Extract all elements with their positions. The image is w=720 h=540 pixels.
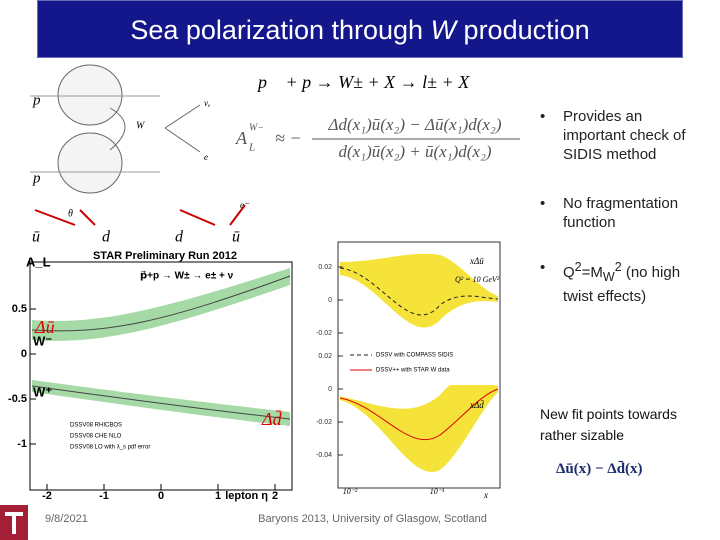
theory-band: [32, 268, 290, 341]
label: e⁻: [240, 200, 250, 210]
bullet: No fragmentation function: [540, 194, 700, 232]
x-tick-label: -2: [42, 490, 52, 502]
channel: W⁺: [33, 384, 52, 399]
w-diagram: [30, 64, 246, 226]
label: d: [102, 229, 111, 246]
star-plot: [29, 261, 293, 491]
y-tick-label: -0.04: [316, 452, 332, 459]
proton-blob: [57, 132, 123, 194]
x-tick-label: 10⁻¹: [430, 487, 445, 496]
legend-entry: DSSV08 LO with λ_s pdf error: [70, 445, 150, 451]
label: p: [32, 170, 41, 186]
label: e: [204, 152, 208, 162]
label: ū: [232, 229, 240, 246]
formula-sub: L: [248, 142, 255, 154]
panel-label: xΔd̄: [469, 400, 484, 410]
bullet-text: =M: [581, 264, 603, 281]
y-tick-label: 0.02: [318, 353, 332, 360]
label: νₑ: [204, 98, 211, 108]
reaction: p⃗ + p → W± + X → l± + X: [256, 72, 470, 92]
sup: 2: [614, 260, 622, 274]
formula-sup: W−: [249, 122, 264, 133]
title-bar: Sea polarization through W production: [37, 0, 683, 58]
y-tick-label: 0.5: [12, 303, 27, 315]
x-tick-label: -1: [99, 490, 109, 502]
y-tick-label: 0: [21, 348, 27, 360]
formula-approx: ≈ −: [275, 128, 302, 148]
legend-box: [342, 345, 498, 385]
theory-curve: [31, 275, 291, 420]
quark-arrow: [34, 204, 246, 226]
label: ū: [32, 229, 40, 246]
process: p⃗+p → W± → e± + ν: [140, 271, 234, 282]
w-line: [109, 107, 126, 151]
bullet-text: (no high twist effects): [563, 264, 681, 305]
x-tick-label: 10⁻²: [343, 487, 358, 496]
bullet: Provides an important check of SIDIS met…: [540, 107, 700, 164]
y-tick-label: 0: [328, 297, 332, 304]
sea-label: Δū: [34, 317, 55, 337]
plot-title: STAR Preliminary Run 2012: [93, 250, 237, 262]
sea-label: Δd̄: [261, 409, 283, 429]
uncertainty-band: [340, 378, 498, 472]
x-label: x: [483, 490, 488, 500]
formula-numerator: Δd(x₁)ū(x₂) − Δū(x₁)d(x₂): [327, 115, 501, 134]
dssv-curve: [339, 267, 499, 316]
y-tick-label: -0.02: [316, 419, 332, 426]
panel-label: Q² = 10 GeV²: [455, 275, 500, 284]
lepton-line: [164, 104, 201, 153]
footer-date: 9/8/2021: [45, 513, 88, 525]
y-label: A_L: [26, 254, 51, 269]
legend-entry: DSSV08 RHICBOS: [70, 423, 122, 429]
y-tick-label: 0: [328, 386, 332, 393]
title-italic: W: [430, 15, 457, 45]
logo-mark: [5, 512, 23, 534]
label: p: [32, 92, 41, 108]
y-tick-label: 0.02: [318, 264, 332, 271]
bullet-text: Q: [563, 264, 575, 281]
title-text: production: [456, 15, 590, 45]
label: W: [136, 120, 146, 131]
dssv-plot: [337, 241, 501, 489]
x-tick-label: 0: [158, 490, 164, 502]
note: New fit points towards rather sizable: [540, 406, 677, 443]
legend-entry: DSSV with COMPASS SIDIS: [376, 353, 453, 359]
x-label: lepton η: [225, 490, 268, 502]
sup: 2: [574, 260, 582, 274]
label: d: [175, 229, 184, 246]
y-tick-label: -0.02: [316, 330, 332, 337]
y-tick-label: -1: [17, 438, 27, 450]
bullet: Q2=MW2 (no high twist effects): [540, 258, 700, 306]
channel: W⁻: [33, 333, 52, 348]
title-text: Sea polarization through: [130, 15, 431, 45]
plot-frame: [337, 241, 501, 489]
legend-entry: DSSV++ with STAR W data: [376, 368, 450, 374]
sub: W: [602, 270, 615, 284]
x-tick-label: 2: [272, 490, 278, 502]
beam-line: [30, 95, 160, 173]
formula-note: Δū(x) − Δd̄(x): [556, 461, 643, 477]
dssv-star-curve: [339, 388, 499, 441]
x-tick-label: 1: [215, 490, 221, 502]
uncertainty-band: [340, 253, 498, 328]
panel-label: xΔū: [469, 256, 484, 266]
legend-entry: DSSV08 CHE NLO: [70, 434, 122, 440]
label: θ: [68, 208, 73, 219]
footer-event: Baryons 2013, University of Glasgow, Sco…: [258, 513, 487, 525]
y-tick-label: -0.5: [8, 393, 27, 405]
formula-lhs: A: [235, 128, 248, 148]
proton-blob: [57, 64, 123, 126]
formula-denominator: d(x₁)ū(x₂) + ū(x₁)d(x₂): [338, 142, 491, 161]
